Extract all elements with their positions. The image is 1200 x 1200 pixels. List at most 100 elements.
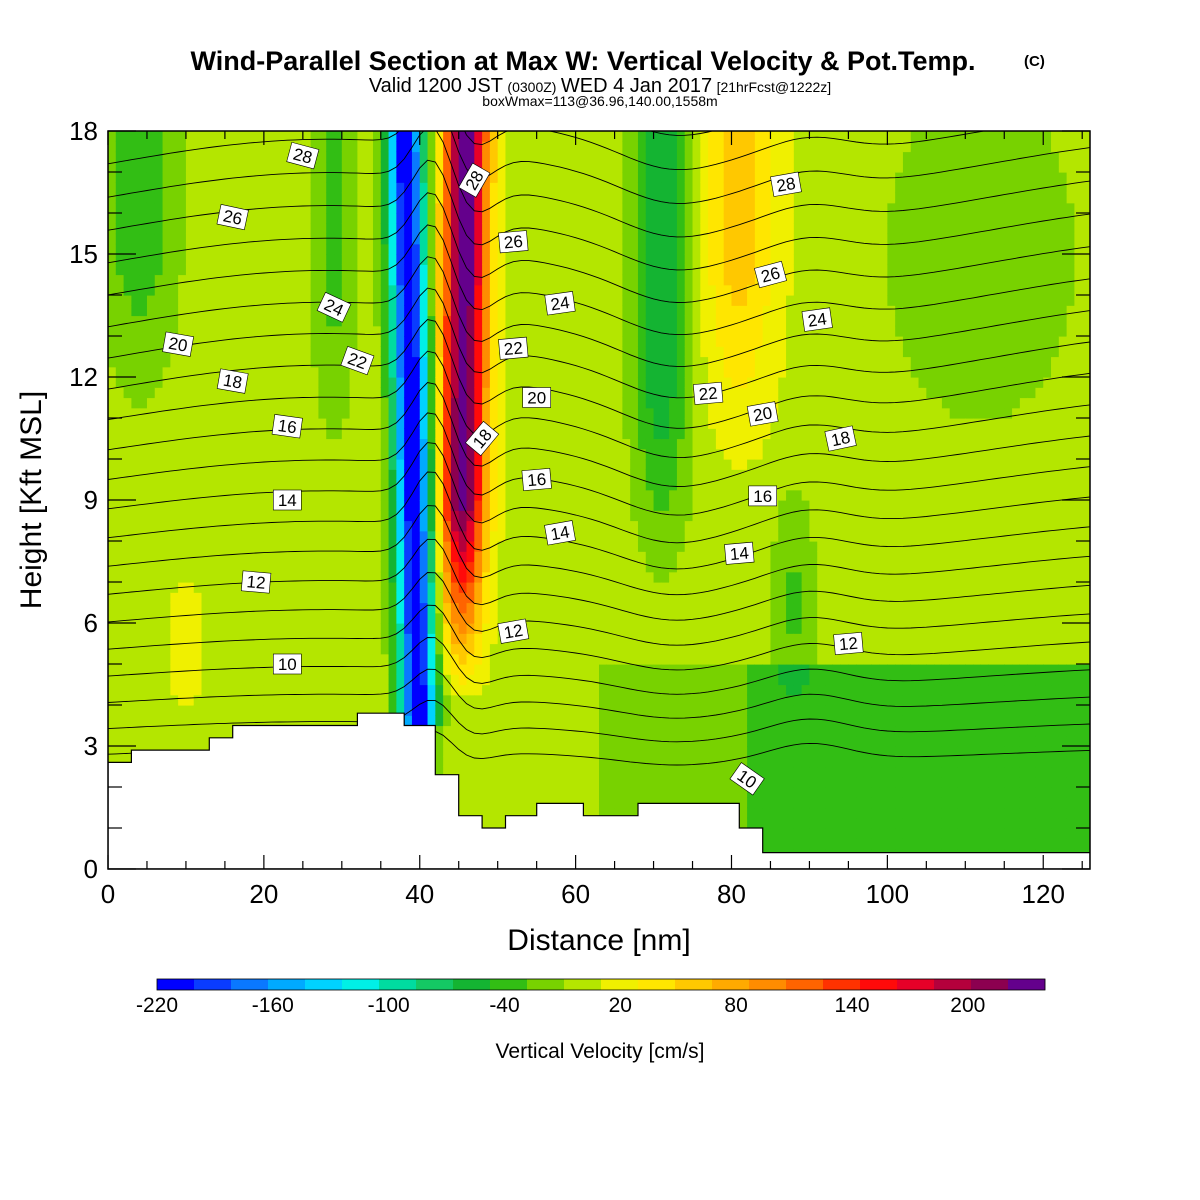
velocity-cell xyxy=(599,653,608,665)
velocity-cell xyxy=(108,633,117,645)
velocity-cell xyxy=(240,602,249,614)
velocity-cell xyxy=(614,243,623,255)
velocity-cell xyxy=(583,664,592,675)
velocity-cell xyxy=(139,192,148,204)
velocity-cell xyxy=(489,223,499,235)
velocity-cell xyxy=(427,612,436,624)
velocity-cell xyxy=(341,684,351,696)
velocity-cell xyxy=(474,592,483,604)
velocity-cell xyxy=(349,295,358,306)
velocity-cell xyxy=(552,141,561,153)
velocity-cell xyxy=(115,448,125,460)
velocity-cell xyxy=(232,602,242,614)
velocity-cell xyxy=(599,756,608,768)
velocity-cell xyxy=(630,766,639,778)
velocity-cell xyxy=(302,612,312,624)
velocity-cell xyxy=(411,489,421,501)
velocity-cell xyxy=(154,684,164,696)
velocity-cell xyxy=(404,664,413,675)
velocity-cell xyxy=(630,469,639,481)
velocity-cell xyxy=(575,582,585,593)
velocity-cell xyxy=(365,264,374,276)
velocity-cell xyxy=(115,551,125,563)
velocity-cell xyxy=(302,653,312,665)
velocity-cell xyxy=(528,182,538,194)
velocity-cell xyxy=(482,807,491,819)
velocity-cell xyxy=(248,151,257,163)
velocity-cell xyxy=(326,602,335,614)
velocity-cell xyxy=(341,161,351,173)
velocity-cell xyxy=(185,182,195,194)
velocity-cell xyxy=(575,694,585,706)
velocity-cell xyxy=(271,192,281,204)
velocity-cell xyxy=(139,161,148,173)
velocity-cell xyxy=(115,674,125,686)
velocity-cell xyxy=(146,684,156,696)
velocity-cell xyxy=(528,623,538,634)
velocity-cell xyxy=(567,694,577,706)
velocity-cell xyxy=(513,418,522,429)
velocity-cell xyxy=(591,776,600,788)
velocity-cell xyxy=(567,541,577,552)
velocity-cell xyxy=(396,623,405,634)
velocity-cell xyxy=(458,397,468,409)
velocity-cell xyxy=(614,756,623,768)
velocity-cell xyxy=(334,213,343,224)
velocity-cell xyxy=(474,725,483,737)
velocity-cell xyxy=(357,684,366,696)
velocity-cell xyxy=(349,571,358,583)
velocity-cell xyxy=(295,202,304,214)
velocity-cell xyxy=(404,274,413,286)
velocity-cell xyxy=(521,459,530,470)
velocity-cell xyxy=(365,674,374,686)
velocity-cell xyxy=(154,735,164,747)
velocity-cell xyxy=(240,131,249,142)
velocity-cell xyxy=(193,243,203,255)
velocity-cell xyxy=(287,694,296,706)
velocity-cell xyxy=(123,284,132,296)
velocity-cell xyxy=(536,746,546,757)
velocity-cell xyxy=(411,561,421,573)
velocity-cell xyxy=(209,243,218,255)
velocity-cell xyxy=(466,684,475,696)
velocity-cell xyxy=(552,387,561,399)
velocity-cell xyxy=(458,664,468,675)
velocity-cell xyxy=(162,161,171,173)
velocity-cell xyxy=(295,510,304,522)
velocity-cell xyxy=(489,694,499,706)
velocity-cell xyxy=(154,151,164,163)
velocity-cell xyxy=(178,500,187,511)
velocity-cell xyxy=(505,602,514,614)
velocity-cell xyxy=(232,612,242,624)
velocity-cell xyxy=(567,346,577,358)
velocity-cell xyxy=(544,131,553,142)
velocity-cell xyxy=(497,643,507,655)
velocity-cell xyxy=(380,356,390,368)
velocity-cell xyxy=(489,541,499,552)
velocity-cell xyxy=(622,623,631,634)
velocity-cell xyxy=(380,141,390,153)
velocity-cell xyxy=(458,459,468,470)
velocity-cell xyxy=(310,592,320,604)
velocity-cell xyxy=(302,551,312,563)
velocity-cell xyxy=(575,182,585,194)
velocity-cell xyxy=(599,325,608,337)
velocity-cell xyxy=(209,694,218,706)
velocity-cell xyxy=(396,254,405,265)
velocity-cell xyxy=(365,561,374,573)
velocity-cell xyxy=(489,592,499,604)
velocity-cell xyxy=(341,397,351,409)
velocity-cell xyxy=(295,182,304,194)
velocity-cell xyxy=(450,735,460,747)
velocity-cell xyxy=(591,284,600,296)
velocity-cell xyxy=(248,684,257,696)
velocity-cell xyxy=(217,254,226,265)
velocity-cell xyxy=(380,602,390,614)
velocity-cell xyxy=(380,520,390,532)
velocity-cell xyxy=(341,715,351,727)
velocity-cell xyxy=(583,397,592,409)
velocity-cell xyxy=(544,264,553,276)
velocity-cell xyxy=(505,182,514,194)
velocity-cell xyxy=(583,592,592,604)
velocity-cell xyxy=(256,161,265,173)
